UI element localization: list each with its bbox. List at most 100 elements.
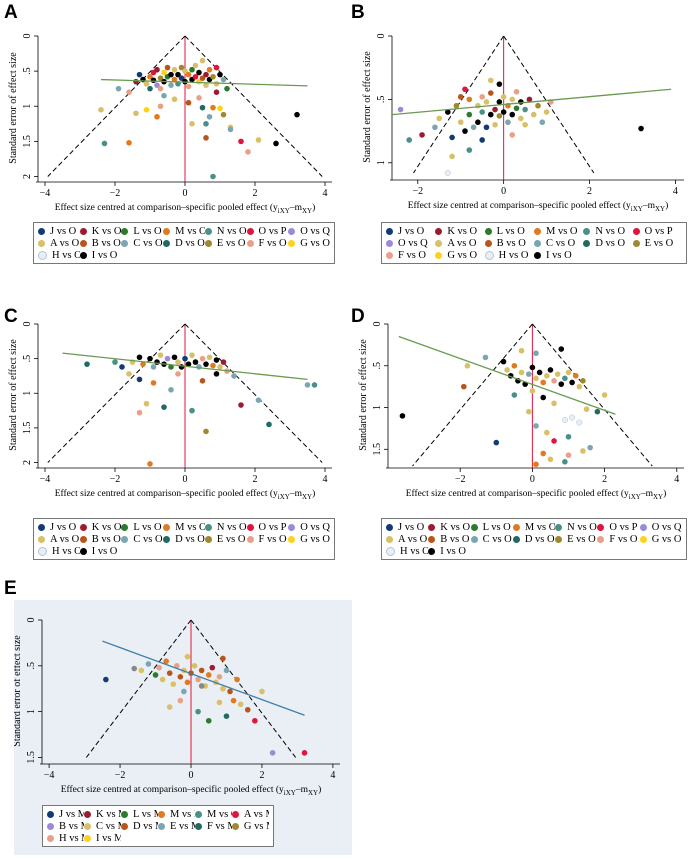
data-point — [163, 658, 169, 665]
data-point — [195, 708, 201, 715]
legend-item: C vs O — [121, 238, 163, 249]
legend-marker-icon — [428, 547, 436, 555]
legend-label: O vs P — [609, 521, 638, 533]
legend-marker-icon — [428, 523, 436, 531]
data-point — [136, 376, 143, 383]
legend-label: K vs O — [447, 225, 478, 237]
legend-label: C vs O — [133, 533, 163, 545]
data-point — [500, 94, 507, 100]
legend-label: A vs O — [447, 237, 477, 249]
data-point — [213, 80, 220, 87]
legend-label: I vs O — [440, 545, 466, 557]
data-point — [157, 103, 164, 110]
data-point — [175, 359, 181, 365]
legend-marker-icon — [246, 239, 254, 247]
data-point — [583, 406, 590, 412]
legend-item: K vs O — [79, 521, 122, 533]
data-point — [152, 672, 159, 678]
legend-item: L vs M — [120, 809, 158, 820]
legend-marker-icon — [38, 227, 45, 235]
funnel-left-boundary — [412, 323, 533, 467]
legend-marker-icon — [533, 227, 541, 235]
data-point — [198, 683, 205, 689]
legend-item: L vs O — [121, 522, 163, 533]
data-point — [551, 378, 557, 384]
legend-label: C vs O — [545, 237, 576, 249]
data-point — [166, 670, 173, 676]
y-tick-label: 2 — [22, 174, 33, 179]
data-point — [511, 392, 518, 398]
data-point — [220, 655, 226, 662]
legend-item: K vs O — [435, 226, 484, 237]
regression-line — [398, 335, 616, 415]
legend-label: J vs O — [50, 521, 77, 533]
x-axis-label-part: Effect size centred at comparison–specif… — [408, 200, 631, 211]
legend-label: I vs M — [95, 832, 121, 844]
data-point — [184, 653, 191, 660]
legend-item: H vs O — [386, 546, 428, 557]
x-tick-label: −4 — [44, 770, 55, 781]
legend-marker-icon — [163, 523, 171, 531]
legend-c: J vs O K vs O L vs O M vs O N vs O O vs P O vs… — [33, 518, 335, 560]
data-point — [223, 667, 230, 674]
data-point — [166, 704, 173, 710]
legend-label: H vs O — [498, 249, 529, 261]
legend-item: I vs O — [533, 250, 583, 261]
legend-label: B vs O — [91, 237, 121, 249]
legend-item: F vs O — [597, 534, 639, 545]
data-point — [436, 115, 443, 122]
data-point — [255, 137, 262, 143]
data-point — [198, 667, 205, 674]
legend-item: J vs O — [38, 522, 80, 533]
x-tick-label: 0 — [501, 186, 506, 197]
data-point — [171, 66, 178, 73]
data-point — [301, 750, 308, 756]
x-axis-label-part: iXY — [631, 205, 643, 213]
legend-marker-icon — [204, 535, 212, 543]
legend-marker-icon — [246, 227, 254, 235]
legend-item: J vs O — [386, 522, 428, 533]
data-point — [185, 71, 192, 78]
data-point — [119, 364, 125, 370]
data-point — [462, 128, 468, 134]
data-point — [457, 94, 464, 100]
legend-label: N vs O — [216, 521, 247, 533]
data-point — [234, 676, 240, 683]
legend-label: K vs O — [91, 521, 122, 533]
legend-item: B vs O — [428, 534, 470, 545]
data-point — [156, 664, 162, 671]
y-tick-label: 1 — [22, 391, 33, 396]
legend-row: F vs O G vs O H vs O I vs O — [386, 249, 682, 261]
data-point — [227, 126, 234, 133]
data-point — [457, 119, 464, 126]
x-tick-label: 2 — [253, 188, 258, 199]
legend-item: F vs O — [386, 250, 435, 261]
legend-label: N vs O — [216, 225, 247, 237]
y-tick-label: 1 — [376, 160, 387, 165]
legend-item: M vs O — [163, 522, 205, 533]
legend-item: G vs O — [435, 250, 484, 261]
legend-item: M vs O — [512, 522, 555, 533]
data-point — [199, 57, 206, 64]
data-point — [449, 153, 455, 160]
funnel-plot-a: −4 −2 0 2 4 0 .5 1 1.5 2 Standard error of effect … — [8, 34, 332, 215]
legend-item: K vs M — [83, 809, 121, 820]
data-point — [483, 124, 490, 131]
legend-label: N vs O — [595, 225, 626, 237]
y-axis-label: Standard error of effect size — [8, 339, 19, 451]
data-point — [311, 382, 318, 388]
legend-item: O vs P — [246, 226, 289, 237]
data-point — [536, 369, 543, 376]
data-point — [161, 69, 167, 76]
legend-marker-icon — [639, 523, 647, 531]
legend-label: A vs O — [50, 533, 80, 545]
data-point — [500, 109, 507, 115]
data-point — [580, 378, 586, 384]
data-point — [580, 448, 586, 454]
data-point — [562, 459, 568, 465]
legend-label: J vs O — [50, 225, 77, 237]
legend-marker-icon — [157, 822, 165, 830]
data-point — [101, 140, 108, 147]
data-point — [196, 95, 202, 101]
